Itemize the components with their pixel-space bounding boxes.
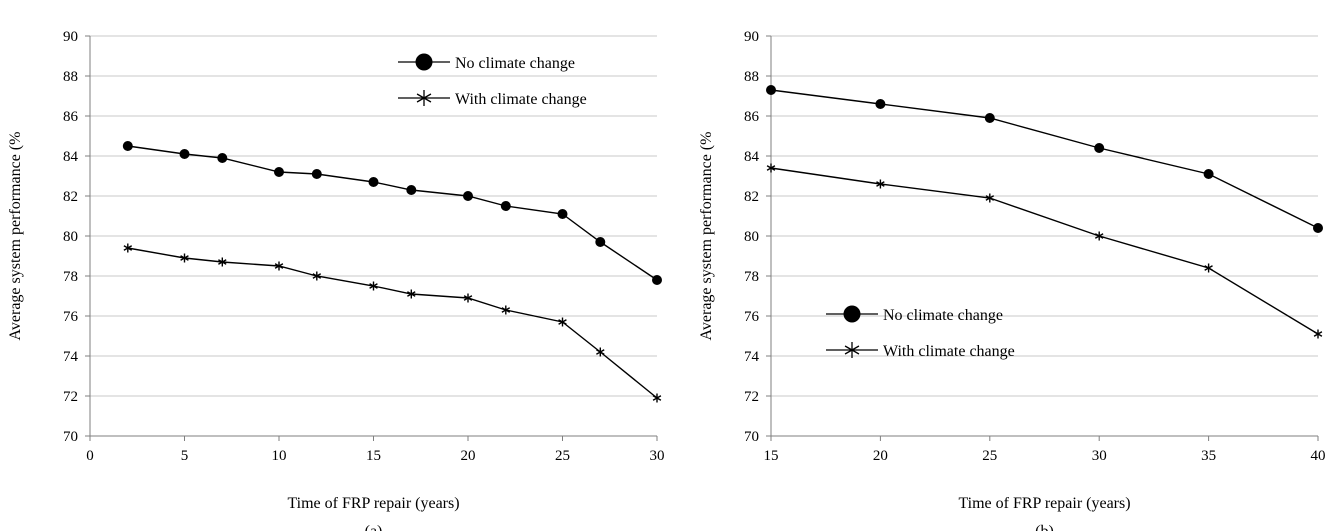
data-point (406, 185, 417, 195)
data-point (876, 179, 885, 189)
x-tick-label: 40 (1311, 448, 1326, 464)
legend-marker (416, 90, 432, 106)
series-line-0 (770, 89, 1319, 229)
legend-label: No climate change (883, 307, 1003, 324)
data-point (1313, 223, 1323, 233)
y-tick-label: 74 (744, 349, 760, 365)
data-point (123, 243, 133, 253)
y-tick-label: 72 (63, 389, 78, 405)
data-point (311, 169, 322, 179)
data-point (217, 153, 228, 163)
data-point (1094, 143, 1105, 153)
y-tick-label: 70 (63, 429, 78, 445)
legend-label: With climate change (455, 91, 587, 108)
y-tick-label: 80 (744, 229, 759, 245)
x-tick-label: 20 (461, 448, 476, 464)
data-point (463, 191, 473, 201)
data-point (984, 113, 995, 123)
y-tick-label: 78 (744, 269, 759, 285)
data-point (558, 317, 567, 327)
y-tick-label: 90 (63, 29, 78, 45)
data-point (274, 167, 284, 177)
x-tick-label: 15 (366, 448, 381, 464)
data-point (766, 163, 776, 173)
legend-marker (415, 53, 433, 71)
data-point (407, 289, 416, 299)
legend: No climate change With climate change (398, 53, 587, 108)
data-point (595, 237, 606, 247)
y-axis-title: Average system performance (% (7, 132, 24, 341)
data-point (985, 193, 995, 203)
series-line-1 (127, 247, 658, 399)
y-tick-label: 82 (744, 189, 759, 205)
y-tick-label: 88 (63, 69, 78, 85)
data-point (766, 85, 776, 95)
y-tick-label: 78 (63, 269, 78, 285)
y-axis-title: Average system performance (% (698, 132, 715, 341)
x-tick-label: 30 (650, 448, 665, 464)
panel-label: (b) (1035, 523, 1054, 531)
x-tick-label: 10 (272, 448, 287, 464)
y-tick-label: 88 (744, 69, 759, 85)
data-point (218, 257, 227, 267)
x-tick-label: 5 (181, 448, 189, 464)
data-point (179, 149, 190, 159)
data-point (501, 305, 511, 315)
y-tick-label: 72 (744, 389, 759, 405)
data-point (180, 253, 189, 263)
y-tick-label: 86 (744, 109, 760, 125)
x-tick-label: 20 (873, 448, 888, 464)
data-point (368, 177, 379, 187)
y-tick-label: 84 (744, 149, 760, 165)
chart-panel-a: 70 72 74 76 78 80 82 84 86 88 90 0 5 10 15 20 25 30 Time o… (7, 29, 665, 531)
data-point (1203, 169, 1214, 179)
legend: No climate change With climate change (826, 305, 1015, 360)
x-axis-title: Time of FRP repair (years) (287, 495, 459, 512)
y-tick-label: 82 (63, 189, 78, 205)
legend-label: With climate change (883, 343, 1015, 360)
data-point (1204, 263, 1213, 273)
x-tick-label: 25 (555, 448, 570, 464)
y-tick-label: 76 (63, 309, 79, 325)
y-tick-label: 76 (744, 309, 760, 325)
data-point (557, 209, 568, 219)
y-tick-label: 80 (63, 229, 78, 245)
data-point (312, 271, 322, 281)
legend-label: No climate change (455, 55, 575, 72)
data-point (463, 293, 473, 303)
series-line-0 (127, 145, 658, 281)
x-tick-label: 35 (1201, 448, 1216, 464)
data-point (1313, 329, 1323, 339)
data-point (500, 201, 511, 211)
data-point (1094, 231, 1104, 241)
data-point (652, 393, 662, 403)
y-tick-label: 86 (63, 109, 79, 125)
x-tick-label: 15 (764, 448, 779, 464)
data-point (369, 281, 378, 291)
y-tick-label: 74 (63, 349, 79, 365)
x-tick-label: 25 (982, 448, 997, 464)
series-line-1 (770, 167, 1319, 335)
chart-panel-b: 70 72 74 76 78 80 82 84 86 88 90 15 20 25 30 35 40 Time o… (698, 29, 1326, 531)
panel-label: (a) (365, 523, 383, 531)
legend-marker (843, 305, 861, 323)
legend-marker (844, 342, 860, 358)
data-point (596, 347, 605, 357)
y-tick-label: 90 (744, 29, 759, 45)
y-tick-label: 70 (744, 429, 759, 445)
x-tick-label: 30 (1092, 448, 1107, 464)
x-axis-title: Time of FRP repair (years) (958, 495, 1130, 512)
data-point (274, 261, 284, 271)
data-point (875, 99, 886, 109)
y-tick-label: 84 (63, 149, 79, 165)
x-tick-label: 0 (86, 448, 94, 464)
data-point (122, 141, 133, 151)
data-point (652, 275, 662, 285)
